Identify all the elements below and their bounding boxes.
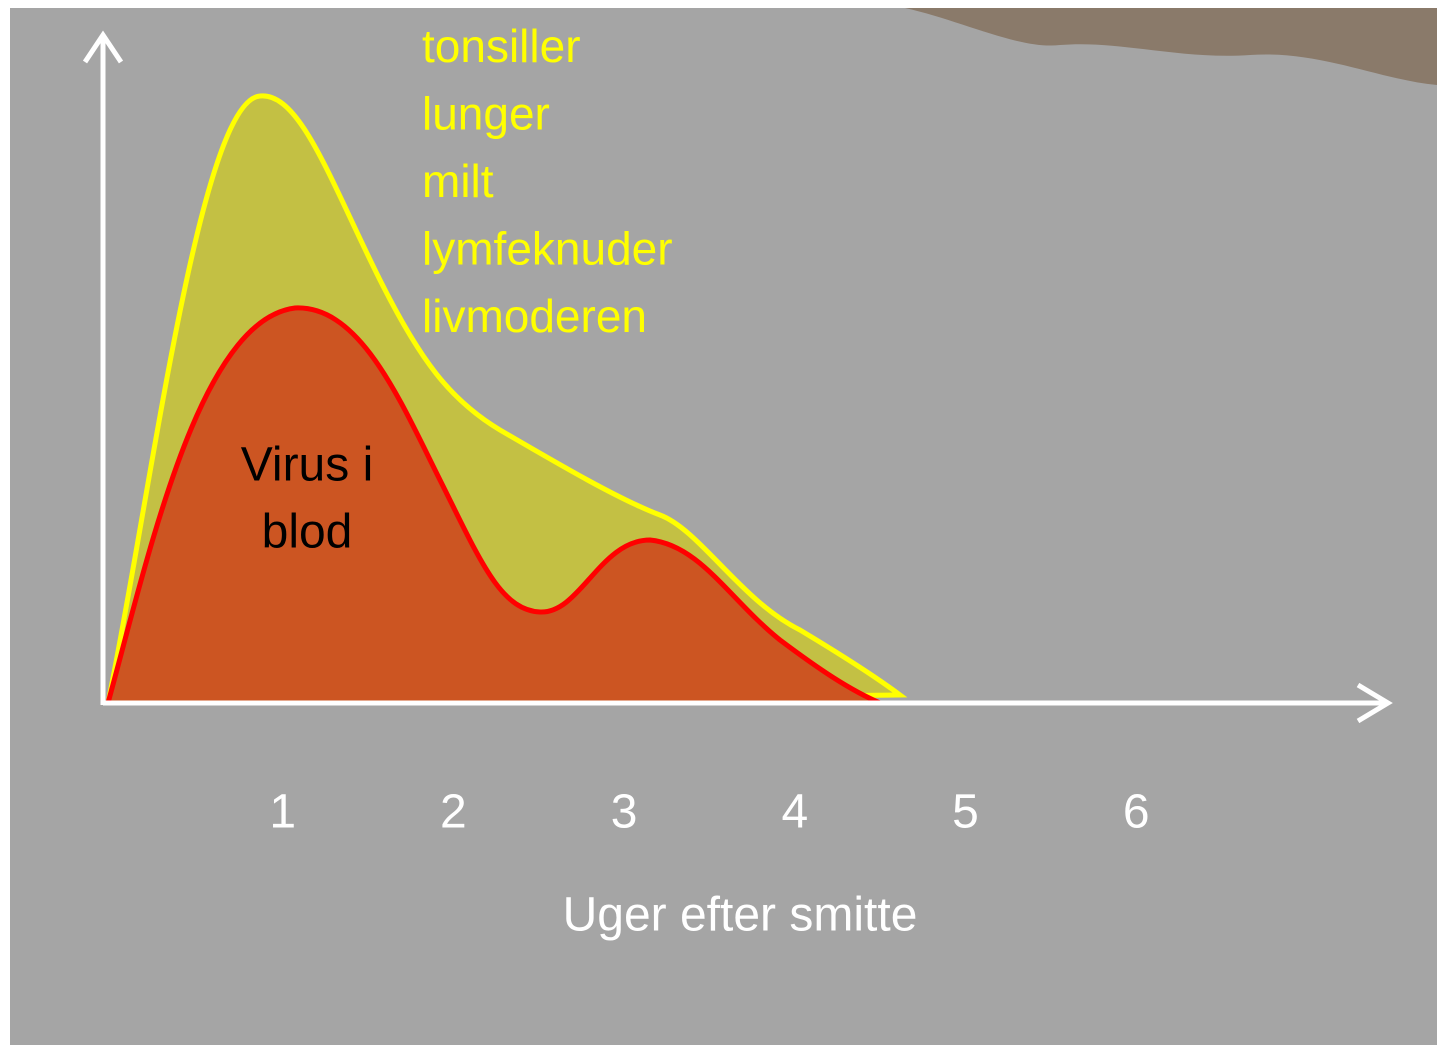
x-tick-label: 4 — [781, 786, 808, 839]
organ-label: lymfeknuder — [422, 223, 673, 275]
page: tonsiller lunger milt lymfeknuder livmoderen… — [0, 0, 1437, 1047]
x-tick-label: 3 — [611, 786, 638, 839]
x-axis-label: Uger efter smitte — [563, 889, 918, 942]
organ-label: livmoderen — [422, 290, 647, 342]
annotation-line: blod — [262, 506, 353, 559]
x-tick-label: 5 — [952, 786, 979, 839]
organ-label: lunger — [422, 88, 550, 140]
x-tick-label: 2 — [440, 786, 467, 839]
organ-label: tonsiller — [422, 20, 581, 72]
x-tick-label: 1 — [269, 786, 296, 839]
annotation-line: Virus i — [241, 439, 374, 492]
x-tick-label: 6 — [1123, 786, 1150, 839]
slide: tonsiller lunger milt lymfeknuder livmoderen… — [0, 0, 1437, 1047]
organ-label: milt — [422, 155, 494, 207]
